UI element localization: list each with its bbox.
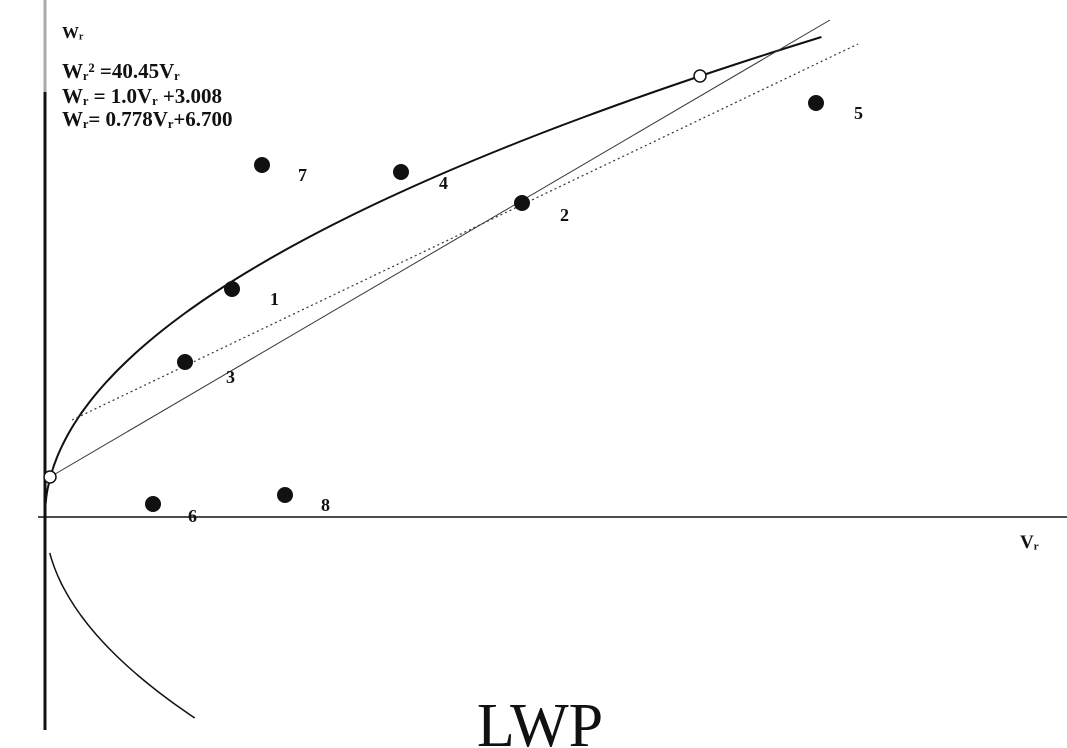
y-axis-label: Wᵣ (62, 23, 84, 42)
point (277, 487, 293, 503)
x-axis-label: Vᵣ (1020, 532, 1039, 553)
parabola-upper (44, 36, 822, 518)
point-label: 8 (321, 495, 330, 515)
point-label: 5 (854, 103, 863, 123)
equation: Wᵣ² =40.45Vᵣ (62, 59, 180, 83)
point (145, 496, 161, 512)
intersection (693, 69, 707, 83)
point-label: 6 (188, 506, 197, 526)
point-label: 2 (560, 205, 569, 225)
point (224, 281, 240, 297)
title: LWP (477, 692, 603, 748)
point (177, 354, 193, 370)
point-label: 1 (270, 289, 279, 309)
equation: Wᵣ = 1.0Vᵣ +3.008 (62, 84, 222, 108)
point-label: 3 (226, 367, 235, 387)
point (514, 195, 530, 211)
point (393, 164, 409, 180)
line-solid (49, 19, 831, 478)
point (808, 95, 824, 111)
point (254, 157, 270, 173)
equation: Wᵣ= 0.778Vᵣ+6.700 (62, 107, 233, 131)
points: 1 2 3 4 5 6 7 8 (145, 95, 863, 526)
point-label: 7 (298, 165, 307, 185)
point-label: 4 (439, 173, 448, 193)
line-dotted (71, 43, 859, 421)
intersection (43, 470, 57, 484)
parabola-lower (49, 552, 196, 719)
